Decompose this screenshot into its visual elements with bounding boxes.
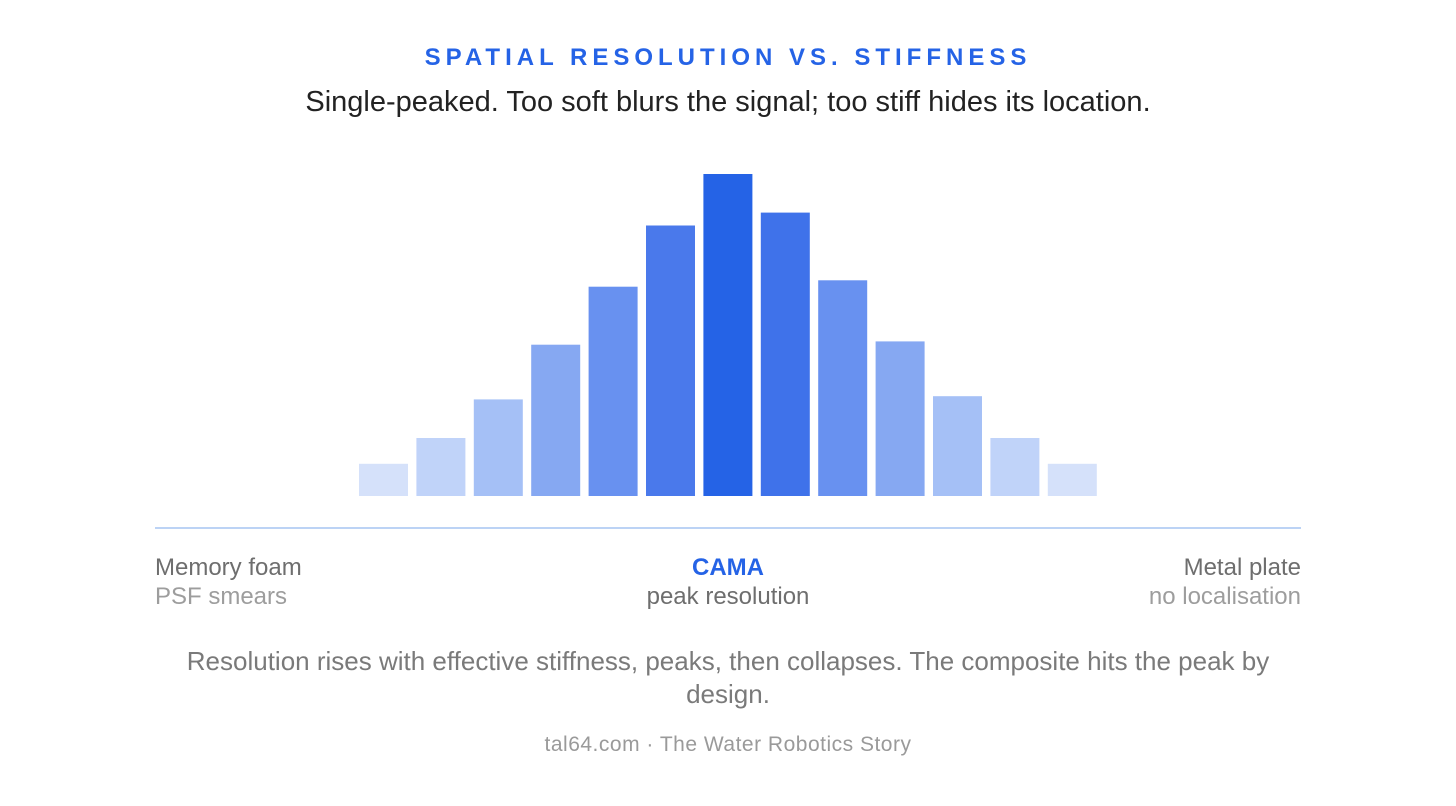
axis-center-label: CAMA bbox=[692, 554, 764, 581]
bar-13 bbox=[1047, 463, 1097, 496]
axis-center-label-group: CAMA peak resolution bbox=[0, 553, 1456, 611]
axis-right-label: Metal plate bbox=[1183, 554, 1301, 581]
chart-caption: Resolution rises with effective stiffnes… bbox=[186, 646, 1270, 709]
bar-5 bbox=[588, 286, 638, 496]
bar-6 bbox=[646, 225, 695, 496]
axis-right-label-group: Metal plate no localisation bbox=[1149, 553, 1301, 611]
bar-12 bbox=[990, 438, 1040, 496]
chart-kicker-title: SPATIAL RESOLUTION VS. STIFFNESS bbox=[424, 44, 1032, 71]
bar-9 bbox=[818, 280, 868, 496]
bar-3 bbox=[473, 399, 523, 496]
axis-left-label-group: Memory foam PSF smears bbox=[155, 553, 302, 611]
bar-2 bbox=[416, 438, 466, 496]
bar-1 bbox=[359, 463, 408, 496]
chart-subtitle: Single-peaked. Too soft blurs the signal… bbox=[305, 86, 1151, 118]
axis-center-sublabel: peak resolution bbox=[646, 583, 810, 610]
bar-8 bbox=[760, 212, 810, 496]
axis-left-label: Memory foam bbox=[155, 554, 302, 581]
axis-left-sublabel: PSF smears bbox=[155, 583, 288, 610]
bar-4 bbox=[531, 344, 581, 496]
footer-credit: tal64.com · The Water Robotics Story bbox=[544, 733, 912, 756]
bar-10 bbox=[875, 341, 925, 496]
axis-right-sublabel: no localisation bbox=[1148, 583, 1301, 610]
bar-peak bbox=[703, 174, 753, 496]
bar-chart bbox=[359, 174, 1097, 496]
x-axis-line bbox=[155, 527, 1301, 529]
bar-11 bbox=[933, 396, 982, 496]
